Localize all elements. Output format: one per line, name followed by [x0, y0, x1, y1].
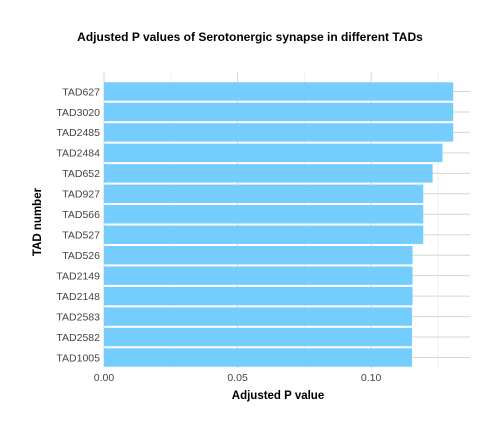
x-tick-label-2: 0.10	[361, 372, 382, 384]
y-tick-label-tad566: TAD566	[62, 209, 100, 221]
y-tick-label-tad652: TAD652	[62, 168, 100, 180]
bar-tad927	[104, 184, 424, 204]
bar-tad2583	[104, 307, 413, 326]
bar-tad2149	[104, 266, 413, 285]
bar-tad3020	[104, 102, 454, 122]
bar-tad526	[104, 245, 413, 265]
bar-tad2582	[104, 327, 413, 347]
bar-tad2485	[104, 123, 454, 142]
bar-tad627	[104, 82, 454, 101]
y-tick-label-tad3020: TAD3020	[56, 107, 100, 119]
bars	[104, 82, 454, 367]
y-axis-title: TAD number	[32, 187, 44, 256]
x-tick-label-1: 0.05	[227, 372, 248, 384]
y-tick-label-tad2582: TAD2582	[56, 332, 100, 344]
y-tick-label-tad2583: TAD2583	[56, 311, 100, 323]
y-tick-label-tad2149: TAD2149	[56, 270, 100, 282]
x-tick-labels: 0.00 0.05 0.10	[94, 372, 382, 384]
y-tick-label-tad527: TAD527	[62, 230, 100, 242]
bar-tad527	[104, 225, 424, 244]
bar-tad2484	[104, 143, 443, 163]
bar-tad566	[104, 205, 424, 224]
bar-tad1005	[104, 348, 413, 367]
y-tick-label-tad627: TAD627	[62, 86, 100, 98]
bar-tad652	[104, 164, 433, 183]
y-tick-label-tad1005: TAD1005	[56, 352, 100, 364]
y-tick-label-tad2485: TAD2485	[56, 127, 100, 139]
y-tick-label-tad2484: TAD2484	[56, 148, 100, 160]
y-tick-label-tad526: TAD526	[62, 250, 100, 262]
bar-tad2148	[104, 286, 413, 306]
y-tick-label-tad2148: TAD2148	[56, 291, 100, 303]
chart-title: Adjusted P values of Serotonergic synaps…	[77, 30, 423, 44]
y-tick-label-tad927: TAD927	[62, 189, 100, 201]
x-tick-label-0: 0.00	[94, 372, 115, 384]
y-tick-labels: TAD627 TAD3020 TAD2485 TAD2484 TAD652 TAD927 T…	[56, 86, 100, 364]
x-axis-title: Adjusted P value	[232, 390, 324, 402]
